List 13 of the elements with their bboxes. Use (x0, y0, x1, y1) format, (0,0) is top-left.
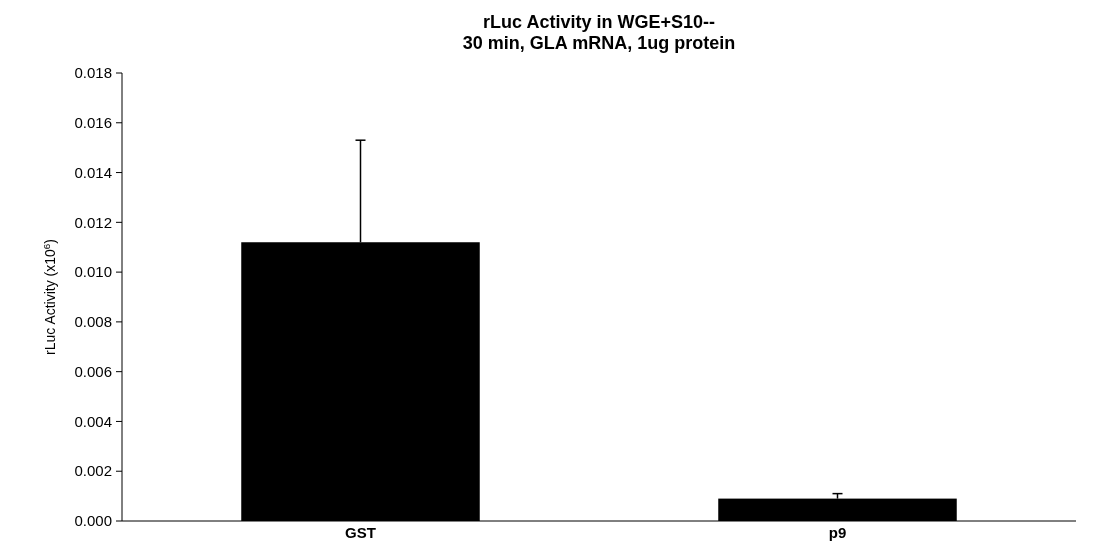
y-tick-label: 0.004 (74, 412, 112, 430)
y-tick-label: 0.014 (74, 163, 112, 181)
y-tick-label: 0.008 (74, 313, 112, 331)
y-tick-label: 0.018 (74, 64, 112, 82)
chart-title: rLuc Activity in WGE+S10-- 30 min, GLA mRNA, 1ug protein (462, 12, 736, 53)
y-tick-label: 0.016 (74, 114, 112, 132)
y-tick-label: 0.010 (74, 263, 112, 281)
y-tick-label: 0.000 (74, 512, 112, 530)
x-tick-label: p9 (828, 524, 847, 541)
y-tick-label: 0.012 (74, 213, 112, 231)
x-tick-label: GST (345, 524, 376, 541)
y-tick-label: 0.006 (74, 362, 112, 380)
y-tick-label: 0.002 (74, 462, 112, 480)
